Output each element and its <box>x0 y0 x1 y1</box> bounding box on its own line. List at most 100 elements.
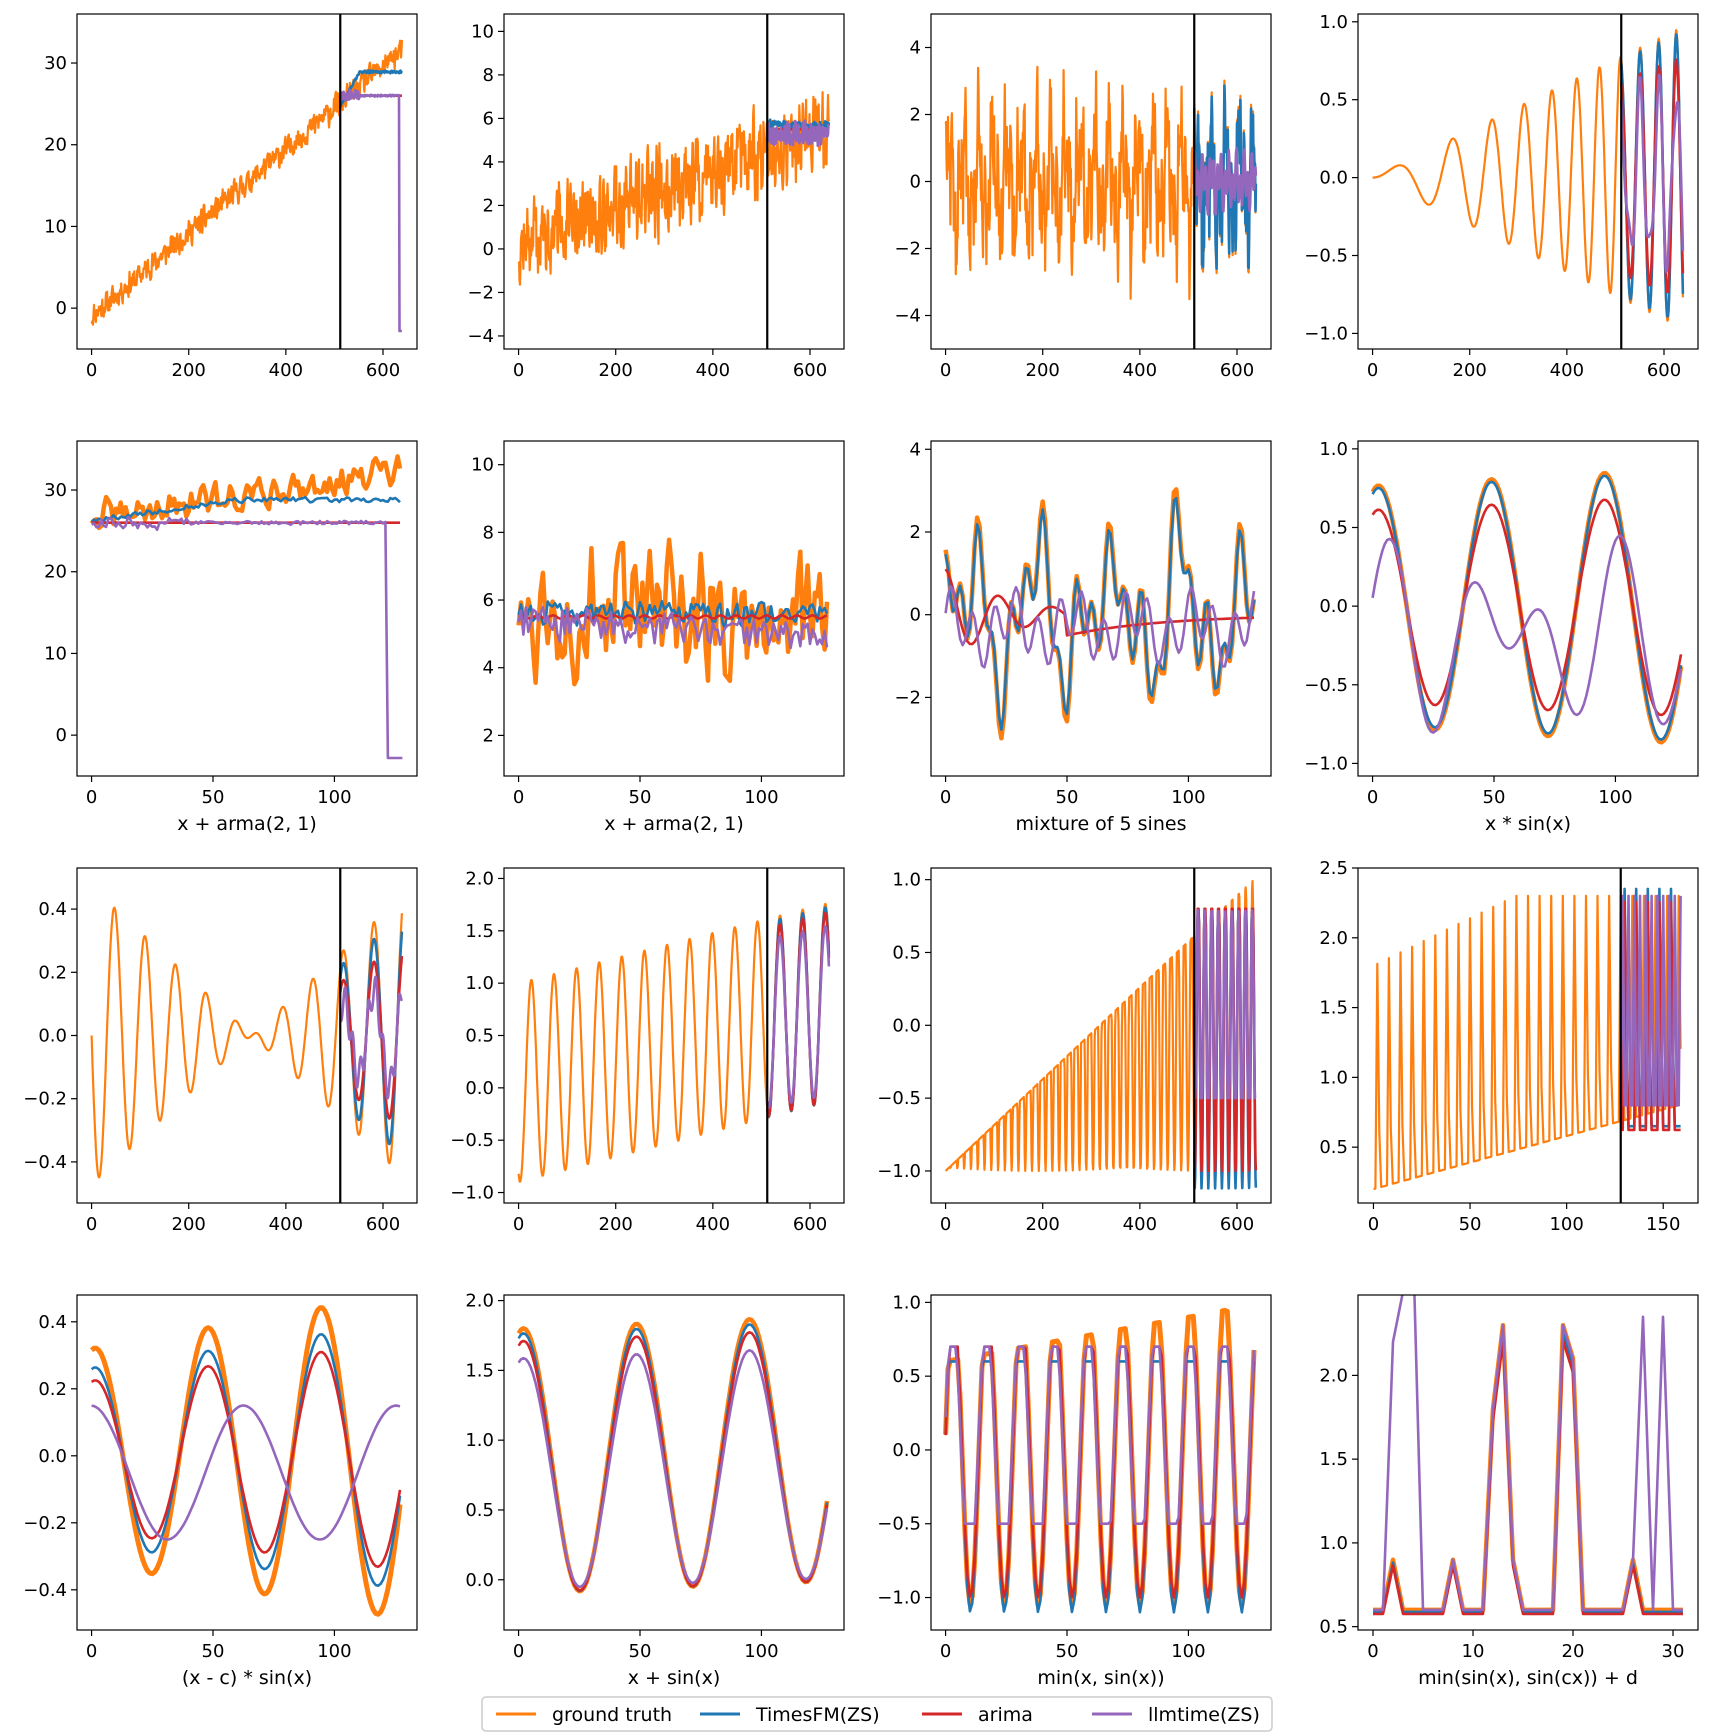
plot-area <box>517 902 831 1183</box>
x-tick-label: 600 <box>793 360 827 381</box>
y-tick-label: 1.0 <box>1319 1067 1348 1088</box>
y-tick-label: 0.0 <box>892 1015 921 1036</box>
legend-label: TimesFM(ZS) <box>755 1704 880 1726</box>
x-tick-label: 0 <box>513 360 524 381</box>
y-tick-label: 0.2 <box>38 1379 67 1400</box>
y-tick-label: 1.0 <box>1319 12 1348 33</box>
series-llmtime <box>1619 894 1682 1107</box>
y-tick-label: 0.5 <box>1319 1617 1348 1638</box>
series-llmtime <box>766 925 831 1109</box>
y-tick-label: −0.5 <box>450 1130 494 1151</box>
x-tick-label: 0 <box>1368 1214 1379 1235</box>
x-tick-label: 50 <box>1483 787 1506 808</box>
y-tick-label: 10 <box>471 21 494 42</box>
y-tick-label: 10 <box>44 216 67 237</box>
x-tick-label: 400 <box>269 1214 303 1235</box>
x-tick-label: 200 <box>172 1214 206 1235</box>
subplot-5: 0 50 100 0 10 20 30 x + arma(2, 1) <box>44 440 418 835</box>
y-tick-label: −4 <box>467 326 494 347</box>
x-tick-label: 600 <box>793 1214 827 1235</box>
y-tick-label: 1.5 <box>1319 998 1348 1019</box>
x-axis-label: (x - c) * sin(x) <box>182 1667 312 1689</box>
series-llmtime <box>766 119 830 148</box>
y-tick-label: −1.0 <box>877 1588 921 1609</box>
x-axis-label: x + sin(x) <box>628 1667 721 1689</box>
x-tick-label: 0 <box>940 1641 951 1662</box>
y-tick-label: 1.0 <box>465 973 494 994</box>
y-tick-label: 1.0 <box>1319 1533 1348 1554</box>
series-timesfm <box>517 599 829 630</box>
y-tick-label: 6 <box>483 590 494 611</box>
axes-frame <box>503 867 845 1204</box>
y-tick-label: 0 <box>56 298 67 319</box>
subplot-12: 0 50 100 150 0.5 1.0 1.5 2.0 2.5 <box>1319 858 1699 1235</box>
x-tick-label: 200 <box>599 1214 633 1235</box>
series-llmtime <box>517 605 829 650</box>
plot-area <box>1373 887 1682 1191</box>
y-tick-label: 4 <box>910 38 921 59</box>
x-tick-label: 50 <box>1459 1214 1482 1235</box>
series-llmtime <box>944 584 1256 669</box>
subplot-14: 0 50 100 0.0 0.5 1.0 1.5 2.0 x + sin(x) <box>465 1291 845 1689</box>
series-llmtime <box>1373 1295 1683 1612</box>
x-tick-label: 0 <box>513 1214 524 1235</box>
y-tick-label: 0.2 <box>38 962 67 983</box>
x-tick-label: 0 <box>86 787 97 808</box>
y-tick-label: 2.5 <box>1319 858 1348 879</box>
series-llmtime <box>517 1349 829 1589</box>
plot-area <box>516 1316 830 1594</box>
y-tick-label: 0.0 <box>1319 168 1348 189</box>
axes-frame <box>503 13 845 350</box>
series-llmtime <box>1193 147 1258 216</box>
y-tick-label: 0.5 <box>465 1026 494 1047</box>
plot-area <box>1370 471 1684 745</box>
y-tick-label: 0 <box>56 725 67 746</box>
legend-label: llmtime(ZS) <box>1148 1704 1260 1726</box>
x-tick-label: 0 <box>1367 1641 1378 1662</box>
subplot-10: 0 200 400 600 −1.0 −0.5 0.0 0.5 1.0 1.5 2.0 <box>450 867 845 1235</box>
y-tick-label: −0.5 <box>877 1514 921 1535</box>
plot-area <box>89 454 403 760</box>
subplot-2: 0 200 400 600 −4 −2 0 2 4 6 8 10 <box>467 13 845 381</box>
axes-frame <box>76 440 418 777</box>
y-tick-label: 0.0 <box>38 1026 67 1047</box>
series-ground-truth <box>89 454 403 531</box>
y-tick-label: 0 <box>910 172 921 193</box>
series-timesfm <box>944 496 1256 731</box>
x-tick-label: 200 <box>1026 1214 1060 1235</box>
x-tick-label: 100 <box>317 787 351 808</box>
x-tick-label: 0 <box>1367 787 1378 808</box>
x-tick-label: 100 <box>1171 1641 1205 1662</box>
axes-frame <box>503 1294 845 1631</box>
x-axis-label: x + arma(2, 1) <box>177 813 317 835</box>
x-tick-label: 200 <box>1026 360 1060 381</box>
x-tick-label: 600 <box>366 1214 400 1235</box>
x-tick-label: 600 <box>1647 360 1681 381</box>
axes-frame <box>76 13 418 350</box>
x-tick-label: 20 <box>1562 1641 1585 1662</box>
series-llmtime <box>339 88 403 333</box>
subplot-6: 0 50 100 2 4 6 8 10 x + arma(2, 1) <box>471 440 845 835</box>
legend: ground truth TimesFM(ZS) arima llmtime(ZS) <box>481 1696 1273 1732</box>
y-tick-label: 20 <box>44 135 67 156</box>
plot-area <box>943 1308 1257 1614</box>
y-tick-label: 30 <box>44 480 67 501</box>
y-tick-label: 0.0 <box>1319 596 1348 617</box>
plot-area <box>90 906 404 1179</box>
axes-frame <box>1357 440 1699 777</box>
y-tick-label: 0.0 <box>892 1440 921 1461</box>
plot-area <box>89 1305 403 1617</box>
legend-frame <box>481 1696 1273 1732</box>
subplot-7: 0 50 100 −2 0 2 4 mixture of 5 sines <box>894 439 1272 835</box>
series-llmtime <box>944 1345 1256 1525</box>
legend-label: ground truth <box>552 1704 672 1726</box>
legend-item: llmtime(ZS) <box>1092 1704 1260 1726</box>
y-tick-label: 1.0 <box>892 1292 921 1313</box>
legend-item: ground truth <box>496 1704 672 1726</box>
series-ground-truth <box>90 39 403 326</box>
y-tick-label: −2 <box>467 282 494 303</box>
plot-area <box>516 537 830 687</box>
x-tick-label: 100 <box>1549 1214 1583 1235</box>
legend-item: TimesFM(ZS) <box>700 1704 880 1726</box>
